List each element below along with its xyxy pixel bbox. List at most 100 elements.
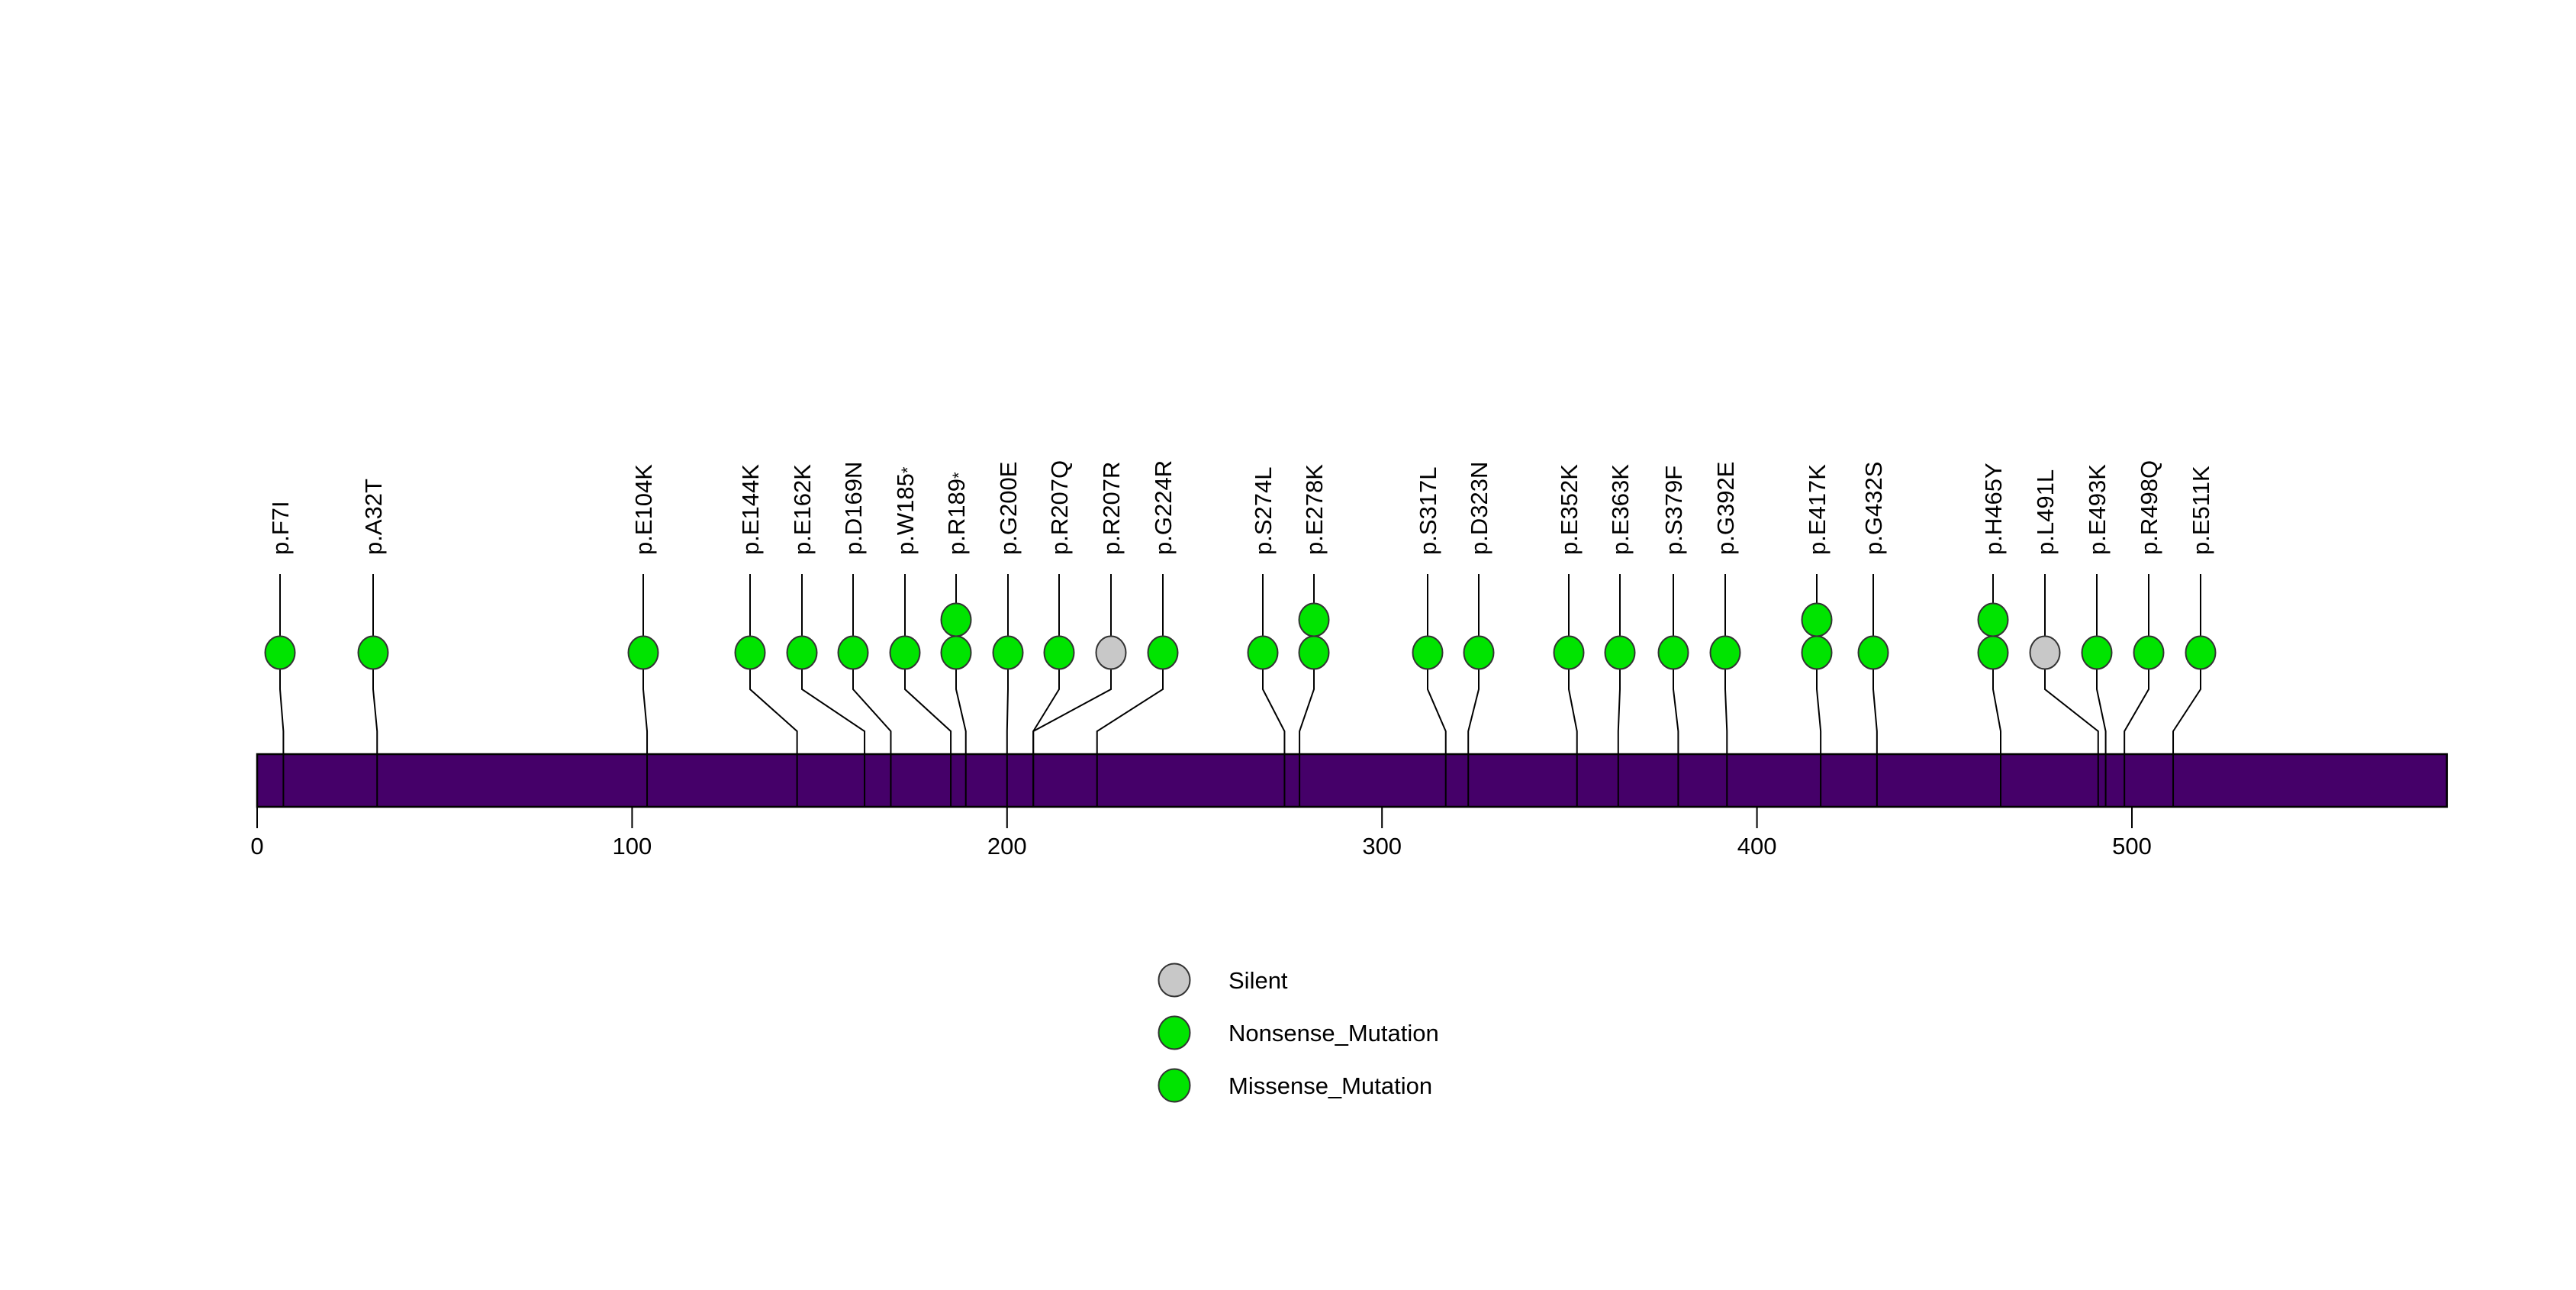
lollipop-stem (1617, 574, 1621, 807)
mutation-circle (1801, 602, 1833, 637)
mutation-label: p.R498Q (2136, 460, 2162, 555)
mutation-label: p.D323N (1466, 462, 1492, 555)
mutation-label: p.R207Q (1046, 460, 1073, 555)
protein-domain-bar (256, 753, 2449, 808)
mutation-label: p.G200E (995, 462, 1022, 555)
mutation-label: p.E493K (2084, 464, 2111, 555)
axis-tick-label: 500 (2112, 833, 2152, 859)
mutation-circle (1412, 635, 1444, 670)
mutation-circle (1298, 602, 1330, 637)
lollipop-stem (852, 574, 892, 807)
mutation-label: p.G392E (1712, 462, 1739, 555)
mutation-circle (1709, 635, 1741, 670)
lollipop-stem (1872, 574, 1878, 807)
mutation-circle (264, 635, 296, 670)
mutation-label: p.G224R (1150, 460, 1177, 555)
mutation-labels: p.F7I p.A32T p.E104K p.E144K p.E162K p.D169N p… (267, 460, 2214, 555)
mutation-label: p.D169N (840, 462, 867, 555)
lollipop-stem (1724, 574, 1728, 807)
mutation-label: p.H465Y (1980, 463, 2007, 555)
mutation-circle (1463, 635, 1495, 670)
mutation-circle (1553, 635, 1585, 670)
mutation-label: p.W185* (892, 466, 919, 555)
mutation-circle (2133, 635, 2165, 670)
lollipop-stem (1096, 574, 1164, 807)
mutation-circle (786, 635, 818, 670)
mutation-circle (1604, 635, 1636, 670)
mutation-circle (1977, 602, 2009, 637)
mutation-label: p.R189* (943, 472, 970, 555)
mutation-circle (1247, 635, 1279, 670)
x-axis: 0 100 200 300 400 500 (250, 807, 2152, 859)
mutation-label: p.L491L (2032, 469, 2059, 555)
axis-tick-label: 0 (250, 833, 263, 859)
mutation-circle (2185, 635, 2217, 670)
lollipop-stem (2044, 574, 2099, 807)
mutation-label: p.E162K (789, 464, 816, 555)
mutation-circle (1857, 635, 1889, 670)
mutation-circle (1977, 635, 2009, 670)
mutation-label: p.E104K (630, 464, 657, 555)
mutation-label: p.E144K (737, 464, 764, 555)
lollipop-stem (2172, 574, 2201, 807)
legend-marker (1158, 1015, 1191, 1050)
mutation-circles (264, 602, 2217, 670)
mutation-circle (1147, 635, 1179, 670)
axis-tick-label: 100 (613, 833, 652, 859)
lollipop-stem (1032, 574, 1112, 807)
lollipop-stem (904, 574, 952, 807)
lollipop-stem (1262, 574, 1286, 807)
mutation-label: p.E352K (1556, 464, 1583, 555)
mutation-circle (2029, 635, 2061, 670)
mutation-circle (1043, 635, 1075, 670)
lollipop-stem (1006, 574, 1009, 807)
axis-tick-label: 300 (1362, 833, 1402, 859)
mutation-label: p.E363K (1607, 464, 1634, 555)
lollipop-stem (1673, 574, 1679, 807)
legend-marker (1158, 963, 1191, 998)
legend-label: Nonsense_Mutation (1228, 1020, 1439, 1047)
lollipop-stem (279, 574, 285, 807)
mutation-label: p.S379F (1660, 466, 1687, 555)
mutation-circle (940, 635, 972, 670)
mutation-circle (734, 635, 766, 670)
mutation-label: p.R207R (1098, 462, 1125, 555)
mutation-circle (837, 635, 869, 670)
legend-marker (1158, 1068, 1191, 1103)
mutation-circle (992, 635, 1024, 670)
lollipop-stem (749, 574, 798, 807)
axis-tick-label: 200 (987, 833, 1027, 859)
mutation-circle (627, 635, 659, 670)
lollipop-stem (1427, 574, 1447, 807)
lollipop-stem (1467, 574, 1480, 807)
mutation-circle (1801, 635, 1833, 670)
lollipop-stem (2124, 574, 2149, 807)
lollipop-stems (279, 574, 2201, 807)
mutation-circle (940, 602, 972, 637)
mutation-label: p.E278K (1301, 464, 1328, 555)
lollipop-stem (642, 574, 649, 807)
mutation-circle (889, 635, 921, 670)
mutation-label: p.E511K (2188, 466, 2214, 555)
mutation-label: p.F7I (267, 501, 294, 555)
lollipop-stem (801, 574, 866, 807)
mutation-circle (1095, 635, 1127, 670)
mutation-circle (357, 635, 389, 670)
lollipop-stem (2096, 574, 2107, 807)
mutation-label: p.S274L (1250, 467, 1277, 556)
mutation-label: p.A32T (360, 479, 387, 555)
lollipop-stem (1568, 574, 1578, 807)
mutation-circle (1298, 635, 1330, 670)
legend-label: Missense_Mutation (1228, 1072, 1432, 1099)
mutation-label: p.E417K (1804, 464, 1831, 555)
mutation-circle (2081, 635, 2113, 670)
mutation-circle (1657, 635, 1689, 670)
lollipop-stem (372, 574, 378, 807)
axis-tick-label: 400 (1737, 833, 1777, 859)
mutation-label: p.S317L (1415, 467, 1441, 556)
legend: Silent Nonsense_Mutation Missense_Mutation (1158, 963, 1439, 1103)
legend-label: Silent (1228, 967, 1288, 994)
mutation-label: p.G432S (1860, 462, 1887, 555)
